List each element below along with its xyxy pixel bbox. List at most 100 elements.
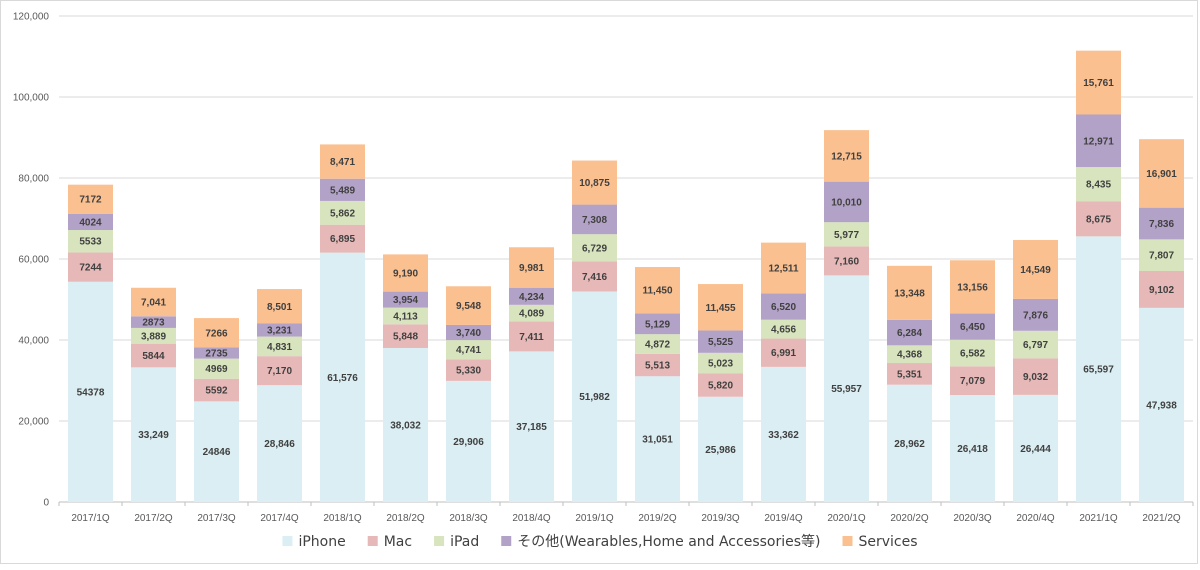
legend-item: iPhone — [282, 534, 346, 550]
data-label: 5,129 — [645, 319, 670, 330]
bar-segment — [572, 261, 617, 292]
bar-segment — [257, 336, 302, 357]
x-tick-label: 2018/4Q — [512, 513, 551, 524]
legend-label: iPad — [450, 534, 479, 550]
bar-segment — [1013, 358, 1058, 395]
x-tick-label: 2017/1Q — [71, 513, 110, 524]
bar-segment — [887, 363, 932, 385]
bar-segment — [131, 327, 176, 344]
x-tick-label: 2018/3Q — [449, 513, 488, 524]
bar-segment — [1139, 270, 1184, 308]
data-label: 5592 — [205, 386, 228, 397]
x-tick-label: 2019/4Q — [764, 513, 803, 524]
data-label: 7,079 — [960, 376, 985, 387]
data-label: 9,032 — [1023, 372, 1048, 383]
data-label: 12,971 — [1083, 136, 1114, 147]
bar-segment — [1013, 298, 1058, 331]
bar-segment — [635, 353, 680, 377]
data-label: 5533 — [79, 237, 102, 248]
data-label: 4,872 — [645, 340, 670, 351]
data-label: 5,330 — [456, 366, 481, 377]
y-tick-label: 0 — [43, 498, 49, 509]
data-label: 6,284 — [897, 328, 922, 339]
bar-segment — [131, 316, 176, 328]
data-label: 25,986 — [705, 445, 736, 456]
legend-swatch — [434, 536, 445, 546]
bar-segment — [383, 324, 428, 348]
data-label: 5,489 — [330, 185, 355, 196]
data-label: 26,444 — [1020, 444, 1051, 455]
bar-segment — [824, 275, 869, 502]
data-label: 11,455 — [705, 303, 735, 314]
data-label: 28,846 — [264, 439, 295, 450]
bar-segment — [761, 366, 806, 502]
bar-segment — [1076, 201, 1121, 237]
bar-segment — [320, 252, 365, 502]
bar-segment — [887, 384, 932, 502]
bar-segment — [509, 247, 554, 288]
bar-segment — [887, 319, 932, 346]
bar-segment — [950, 260, 995, 314]
bar-segment — [68, 213, 113, 231]
x-tick-label: 2019/3Q — [701, 513, 740, 524]
data-label: 3,954 — [393, 295, 418, 306]
x-tick-label: 2019/1Q — [575, 513, 614, 524]
bar-segment — [383, 291, 428, 308]
data-label: 54378 — [77, 387, 105, 398]
bar-segment — [1013, 394, 1058, 502]
bar-segment — [131, 367, 176, 502]
bar-segment — [383, 254, 428, 292]
x-tick-label: 2021/1Q — [1079, 513, 1118, 524]
x-tick-label: 2018/1Q — [323, 513, 362, 524]
data-label: 8,501 — [267, 302, 292, 313]
bar-segment — [950, 395, 995, 502]
bar-segment — [194, 401, 239, 502]
data-label: 6,729 — [582, 243, 607, 254]
bar-segment — [509, 351, 554, 502]
data-label: 37,185 — [516, 422, 547, 433]
bar-segment — [194, 358, 239, 379]
bar-segment — [698, 396, 743, 502]
bar-segment — [68, 252, 113, 282]
data-label: 4,113 — [393, 311, 418, 322]
bar-segment — [194, 347, 239, 359]
data-label: 13,348 — [894, 288, 925, 299]
bar-segment — [824, 246, 869, 276]
legend-swatch — [842, 536, 853, 546]
bar-segment — [761, 242, 806, 294]
legend-item: その他(Wearables,Home and Accessories等) — [501, 533, 821, 550]
data-label: 6,450 — [960, 322, 985, 333]
bar-segment — [635, 313, 680, 335]
data-label: 28,962 — [894, 439, 925, 450]
data-label: 31,051 — [642, 435, 673, 446]
bar-segment — [320, 200, 365, 225]
bar-segment — [1139, 239, 1184, 271]
bar-segment — [257, 385, 302, 502]
x-axis: 2017/1Q 2017/2Q 2017/3Q 2017/4Q 2018/1Q 2018/… — [58, 502, 1194, 524]
bar-segment — [635, 376, 680, 502]
data-label: 5,023 — [708, 359, 733, 370]
data-label: 3,231 — [267, 326, 292, 337]
data-label: 2873 — [142, 318, 165, 329]
bar-segment — [1076, 114, 1121, 168]
data-label: 3,889 — [141, 331, 166, 342]
data-label: 55,957 — [831, 384, 862, 395]
bar-segment — [446, 286, 491, 325]
data-label: 7,416 — [582, 272, 607, 283]
bar-segment — [68, 184, 113, 214]
x-tick-label: 2020/3Q — [953, 513, 992, 524]
bar-segment — [383, 347, 428, 502]
data-label: 11,450 — [642, 286, 672, 297]
x-tick-label: 2017/4Q — [260, 513, 299, 524]
legend-swatch — [367, 536, 378, 546]
bar-segment — [383, 307, 428, 325]
bar-segment — [1139, 307, 1184, 502]
data-label: 10,875 — [579, 178, 610, 189]
y-tick-label: 100,000 — [13, 93, 50, 104]
data-label: 9,102 — [1149, 285, 1174, 296]
data-label: 6,895 — [330, 234, 355, 245]
data-label: 7,308 — [582, 215, 607, 226]
data-label: 7,160 — [834, 256, 859, 267]
bar-segment — [446, 380, 491, 502]
data-label: 8,675 — [1086, 214, 1111, 225]
